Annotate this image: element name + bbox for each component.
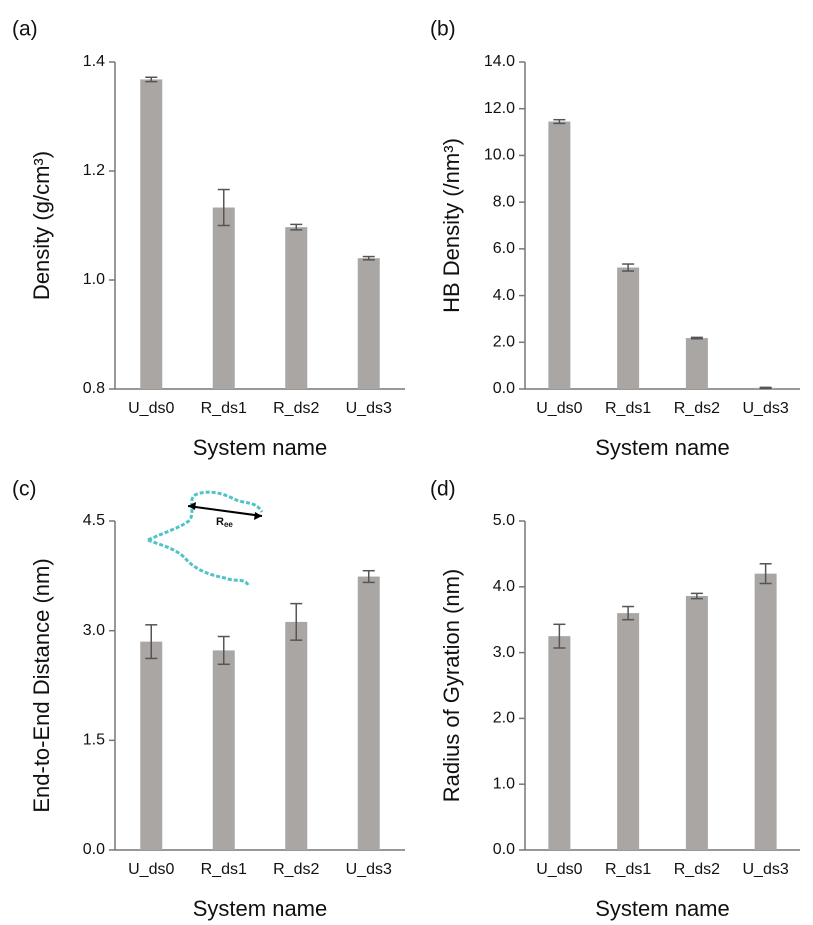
bar — [617, 613, 639, 850]
bar — [755, 574, 777, 850]
y-tick-label: 2.0 — [493, 334, 515, 351]
x-tick-label: U_ds0 — [536, 861, 582, 878]
y-tick-label: 0.0 — [493, 380, 515, 397]
x-tick-label: U_ds3 — [346, 400, 392, 417]
y-tick-label: 0.0 — [83, 841, 105, 858]
panel-label: (a) — [12, 18, 38, 41]
y-tick-label: 1.0 — [493, 775, 515, 792]
bar — [617, 268, 639, 389]
x-tick-label: R_ds1 — [605, 861, 651, 878]
y-tick-label: 4.0 — [493, 287, 515, 304]
y-tick-label: 4.5 — [83, 512, 105, 529]
annotation-sub: ee — [224, 520, 233, 529]
bar — [213, 208, 235, 389]
y-tick-label: 3.0 — [493, 644, 515, 661]
error-bar — [760, 387, 772, 388]
y-axis-label: HB Density (/nm³) — [439, 138, 464, 313]
panel-label: (b) — [430, 18, 456, 41]
y-tick-label: 1.0 — [83, 271, 105, 288]
x-axis-label: System name — [595, 435, 730, 460]
y-tick-label: 0.0 — [493, 841, 515, 858]
bar — [140, 642, 162, 850]
x-tick-label: R_ds2 — [273, 400, 319, 417]
y-tick-label: 10.0 — [484, 147, 515, 164]
x-tick-label: R_ds1 — [201, 861, 247, 878]
x-tick-label: R_ds2 — [273, 861, 319, 878]
bar — [548, 122, 570, 389]
y-tick-label: 1.4 — [83, 53, 105, 70]
x-tick-label: U_ds3 — [743, 861, 789, 878]
y-tick-label: 2.0 — [493, 710, 515, 727]
x-tick-label: U_ds3 — [346, 861, 392, 878]
y-tick-label: 3.0 — [83, 622, 105, 639]
y-axis-label: Density (g/cm³) — [29, 151, 54, 300]
x-axis-label: System name — [193, 896, 328, 921]
y-axis-label: Radius of Gyration (nm) — [439, 569, 464, 803]
x-tick-label: U_ds0 — [128, 400, 174, 417]
y-tick-label: 14.0 — [484, 53, 515, 70]
x-tick-label: R_ds2 — [674, 400, 720, 417]
y-tick-label: 12.0 — [484, 100, 515, 117]
error-bar — [691, 337, 703, 338]
bar — [140, 79, 162, 389]
annotation-main: R — [216, 516, 224, 528]
y-tick-label: 1.5 — [83, 732, 105, 749]
bar — [686, 596, 708, 850]
y-tick-label: 1.2 — [83, 162, 105, 179]
panel-label: (d) — [430, 478, 456, 501]
y-tick-label: 0.8 — [83, 380, 105, 397]
annotation: Ree — [216, 516, 233, 529]
x-axis-label: System name — [595, 896, 730, 921]
panel-label: (c) — [12, 478, 37, 501]
bar — [548, 636, 570, 850]
y-tick-label: 5.0 — [493, 512, 515, 529]
y-axis-label: End-to-End Distance (nm) — [29, 558, 54, 812]
y-tick-label: 4.0 — [493, 578, 515, 595]
bar — [358, 258, 380, 389]
x-tick-label: R_ds1 — [605, 400, 651, 417]
x-tick-label: U_ds0 — [536, 400, 582, 417]
bar — [285, 227, 307, 389]
bar — [213, 650, 235, 850]
x-tick-label: R_ds1 — [201, 400, 247, 417]
x-tick-label: R_ds2 — [674, 861, 720, 878]
bar — [358, 577, 380, 850]
y-tick-label: 6.0 — [493, 240, 515, 257]
bar — [686, 338, 708, 389]
bar — [285, 622, 307, 850]
y-tick-label: 8.0 — [493, 193, 515, 210]
molecule-icon — [148, 492, 262, 585]
x-tick-label: U_ds0 — [128, 861, 174, 878]
figure: (a) 0.8 1.0 1.2 1.4 Density (g/cm³) System nam… — [0, 0, 813, 925]
x-tick-label: U_ds3 — [743, 400, 789, 417]
x-axis-label: System name — [193, 435, 328, 460]
